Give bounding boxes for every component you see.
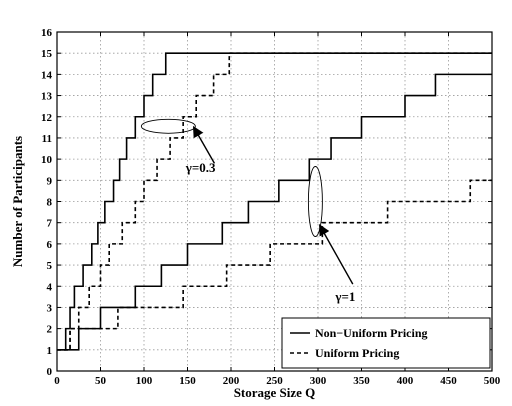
legend-label-uniform: Uniform Pricing bbox=[315, 346, 399, 360]
y-tick-label: 14 bbox=[41, 69, 53, 81]
x-tick-label: 0 bbox=[54, 375, 60, 387]
y-tick-label: 2 bbox=[47, 324, 53, 336]
y-tick-label: 0 bbox=[47, 366, 53, 378]
x-tick-label: 200 bbox=[223, 375, 240, 387]
legend-label-non-uniform: Non−Uniform Pricing bbox=[315, 326, 428, 340]
y-tick-label: 9 bbox=[47, 175, 53, 187]
y-tick-label: 5 bbox=[47, 260, 53, 272]
series-gamma-0-3-uniform bbox=[57, 52, 492, 351]
series-layer bbox=[57, 52, 492, 351]
x-tick-label: 100 bbox=[136, 375, 153, 387]
y-tick-label: 16 bbox=[41, 27, 53, 39]
y-tick-label: 3 bbox=[47, 302, 53, 314]
y-tick-label: 10 bbox=[41, 154, 53, 166]
annotation-label-gamma-0-3: γ=0.3 bbox=[185, 160, 216, 175]
legend: Non−Uniform Pricing Uniform Pricing bbox=[281, 317, 491, 369]
y-tick-label: 4 bbox=[47, 281, 53, 293]
annotation-arrow-gamma-0-3 bbox=[192, 125, 216, 164]
y-tick-label: 6 bbox=[47, 239, 53, 251]
x-tick-label: 50 bbox=[95, 375, 107, 387]
x-tick-label: 300 bbox=[310, 375, 327, 387]
y-tick-label: 13 bbox=[41, 91, 53, 103]
y-tick-label: 12 bbox=[41, 112, 53, 124]
x-tick-label: 400 bbox=[397, 375, 414, 387]
series-gamma-1-non-uniform bbox=[57, 73, 492, 351]
legend-box bbox=[281, 317, 491, 369]
annotations: γ=0.3 γ=1 bbox=[140, 118, 355, 304]
y-tick-label: 7 bbox=[47, 218, 53, 230]
x-tick-label: 350 bbox=[353, 375, 370, 387]
annotation-ellipse-gamma-1 bbox=[307, 166, 323, 237]
x-tick-label: 500 bbox=[484, 375, 501, 387]
series-gamma-1-uniform bbox=[57, 179, 492, 351]
x-tick-label: 150 bbox=[179, 375, 196, 387]
y-tick-label: 8 bbox=[47, 197, 53, 209]
y-tick-label: 11 bbox=[42, 133, 52, 145]
x-tick-label: 250 bbox=[266, 375, 283, 387]
y-tick-label: 1 bbox=[47, 345, 53, 357]
annotation-label-gamma-1: γ=1 bbox=[334, 289, 355, 304]
y-tick-label: 15 bbox=[41, 48, 53, 60]
annotation-arrow-gamma-1 bbox=[319, 224, 354, 285]
annotation-ellipse-gamma-0-3 bbox=[140, 118, 196, 134]
x-axis-label: Storage Size Q bbox=[234, 385, 316, 400]
ticks: 0 50 100 150 200 250 300 350 400 450 5000123456789… bbox=[41, 27, 501, 387]
y-axis-label: Number of Participants bbox=[10, 136, 25, 267]
x-tick-label: 450 bbox=[440, 375, 457, 387]
series-gamma-0-3-non-uniform bbox=[57, 52, 492, 351]
